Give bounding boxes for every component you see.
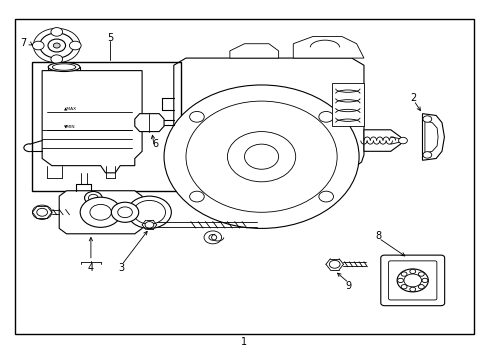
Circle shape	[127, 196, 171, 228]
Circle shape	[53, 43, 60, 48]
Circle shape	[189, 191, 204, 202]
Circle shape	[40, 33, 74, 58]
Text: 5: 5	[107, 33, 113, 43]
Circle shape	[185, 101, 336, 212]
Circle shape	[48, 39, 65, 52]
Circle shape	[163, 85, 358, 228]
Polygon shape	[331, 83, 363, 126]
Polygon shape	[424, 121, 437, 153]
Circle shape	[37, 208, 47, 216]
Circle shape	[189, 112, 204, 122]
Circle shape	[80, 197, 121, 227]
Circle shape	[409, 287, 415, 292]
Circle shape	[90, 204, 111, 220]
Polygon shape	[293, 37, 363, 58]
Circle shape	[396, 269, 427, 292]
Circle shape	[398, 137, 407, 144]
Text: 8: 8	[375, 231, 381, 240]
Circle shape	[133, 201, 165, 224]
Bar	[32, 62, 181, 191]
Polygon shape	[422, 114, 444, 160]
Polygon shape	[135, 114, 163, 132]
Text: ▲MAX: ▲MAX	[64, 106, 77, 110]
Circle shape	[118, 207, 132, 218]
Text: 2: 2	[410, 93, 416, 103]
Circle shape	[421, 278, 427, 283]
Text: ▼MIN: ▼MIN	[64, 124, 76, 128]
Text: 7: 7	[20, 38, 26, 48]
Circle shape	[318, 112, 333, 122]
Polygon shape	[363, 130, 400, 151]
Circle shape	[400, 272, 406, 276]
Circle shape	[422, 152, 431, 158]
Circle shape	[244, 144, 278, 169]
Circle shape	[409, 269, 415, 274]
Circle shape	[51, 28, 62, 36]
FancyBboxPatch shape	[388, 261, 436, 300]
Circle shape	[418, 285, 424, 289]
Text: 6: 6	[152, 139, 159, 149]
Circle shape	[422, 116, 431, 122]
Circle shape	[145, 222, 154, 228]
Text: 3: 3	[118, 263, 124, 273]
Text: 4: 4	[88, 263, 94, 273]
Circle shape	[203, 231, 221, 244]
Circle shape	[400, 285, 406, 289]
Circle shape	[403, 274, 421, 287]
Circle shape	[227, 132, 295, 182]
Ellipse shape	[52, 64, 76, 70]
Circle shape	[51, 55, 62, 63]
Circle shape	[111, 202, 139, 222]
Bar	[15, 19, 473, 334]
Circle shape	[208, 234, 216, 240]
Ellipse shape	[48, 63, 80, 72]
FancyBboxPatch shape	[380, 255, 444, 306]
Circle shape	[397, 278, 403, 283]
Circle shape	[329, 260, 339, 268]
Circle shape	[318, 191, 333, 202]
Circle shape	[32, 205, 52, 220]
Circle shape	[418, 272, 424, 276]
Circle shape	[84, 192, 102, 204]
Text: 9: 9	[345, 281, 351, 291]
Circle shape	[88, 194, 98, 202]
Polygon shape	[42, 71, 142, 173]
Polygon shape	[59, 191, 142, 234]
Polygon shape	[229, 44, 278, 58]
Circle shape	[69, 41, 81, 50]
Text: 1: 1	[241, 337, 247, 347]
Circle shape	[32, 41, 44, 50]
